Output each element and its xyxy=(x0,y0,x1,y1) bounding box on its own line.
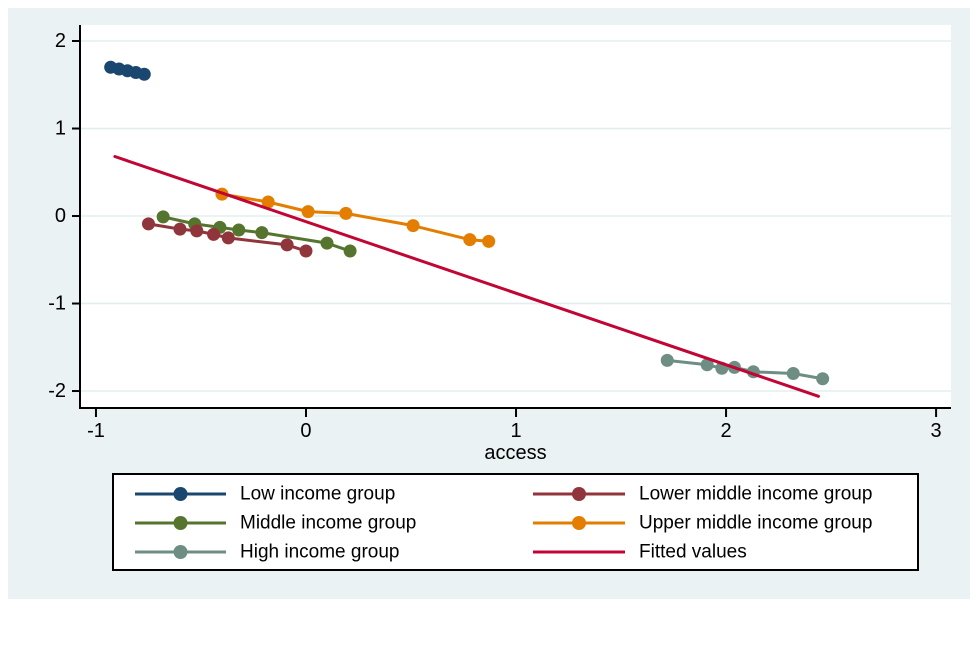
data-point-lower-middle-income-group xyxy=(207,227,221,241)
legend-label: High income group xyxy=(240,542,399,563)
data-point-lower-middle-income-group xyxy=(190,224,204,238)
data-point-high-income-group xyxy=(786,367,800,381)
chart-figure: 2 1 0 -1 -2 -1 0 1 2 3 access Low income group Mid… xyxy=(8,8,970,599)
y-tick-label-1: 1 xyxy=(55,118,66,140)
legend-label: Lower middle income group xyxy=(639,484,872,505)
x-tick-label-3: 3 xyxy=(931,420,942,442)
data-point-upper-middle-income-group xyxy=(339,206,353,220)
legend-label: Middle income group xyxy=(240,513,416,534)
legend-label: Fitted values xyxy=(639,542,747,563)
data-series-layer xyxy=(104,60,830,398)
y-tick-label--2: -2 xyxy=(48,380,66,402)
y-tick-label-0: 0 xyxy=(55,205,66,227)
legend-label: Low income group xyxy=(240,484,395,505)
x-tick-label--1: -1 xyxy=(87,420,105,442)
data-point-high-income-group xyxy=(816,372,830,386)
axes: 2 1 0 -1 -2 -1 0 1 2 3 xyxy=(48,25,951,442)
legend-entry-fitted-values: Fitted values xyxy=(533,542,747,563)
y-tick-label--1: -1 xyxy=(48,293,66,315)
data-point-lower-middle-income-group xyxy=(299,244,313,258)
legend-label: Upper middle income group xyxy=(639,513,872,534)
legend-entry-middle-income-group: Middle income group xyxy=(135,513,416,534)
data-point-lower-middle-income-group xyxy=(280,238,294,252)
legend-marker xyxy=(173,545,188,559)
series-lower-middle-income-group xyxy=(141,217,313,258)
data-point-upper-middle-income-group xyxy=(482,234,496,248)
data-point-middle-income-group xyxy=(156,210,170,224)
data-point-upper-middle-income-group xyxy=(463,233,477,247)
data-point-upper-middle-income-group xyxy=(301,205,315,219)
legend-marker xyxy=(173,516,188,530)
scatter-line-chart: 2 1 0 -1 -2 -1 0 1 2 3 access Low income group Mid… xyxy=(8,8,970,599)
legend: Low income group Middle income group High … xyxy=(112,473,919,571)
x-tick-label-0: 0 xyxy=(300,420,311,442)
data-point-middle-income-group xyxy=(320,236,334,250)
x-axis-label: access xyxy=(484,442,546,464)
data-point-middle-income-group xyxy=(343,244,357,258)
legend-entry-high-income-group: High income group xyxy=(135,542,399,563)
data-point-middle-income-group xyxy=(255,226,269,240)
data-point-upper-middle-income-group xyxy=(406,219,420,233)
y-tick-label-2: 2 xyxy=(55,30,66,52)
data-point-high-income-group xyxy=(660,353,674,367)
legend-marker xyxy=(572,516,586,530)
series-fitted-values xyxy=(113,155,820,398)
legend-entry-lower-middle-income-group: Lower middle income group xyxy=(533,484,872,505)
data-point-low-income-group xyxy=(137,67,151,81)
x-tick-label-1: 1 xyxy=(510,420,521,442)
legend-marker xyxy=(572,487,586,501)
data-point-lower-middle-income-group xyxy=(173,222,187,236)
series-low-income-group xyxy=(104,60,151,81)
legend-marker xyxy=(173,487,188,501)
x-tick-label-2: 2 xyxy=(720,420,731,442)
data-point-lower-middle-income-group xyxy=(141,217,155,231)
data-point-lower-middle-income-group xyxy=(221,231,235,245)
series-line-fitted-values xyxy=(113,155,820,398)
data-point-high-income-group xyxy=(700,358,714,372)
legend-entry-low-income-group: Low income group xyxy=(135,484,395,505)
data-point-middle-income-group xyxy=(232,223,246,237)
data-point-upper-middle-income-group xyxy=(261,195,275,209)
legend-entry-upper-middle-income-group: Upper middle income group xyxy=(533,513,872,534)
legend-box xyxy=(112,473,919,571)
